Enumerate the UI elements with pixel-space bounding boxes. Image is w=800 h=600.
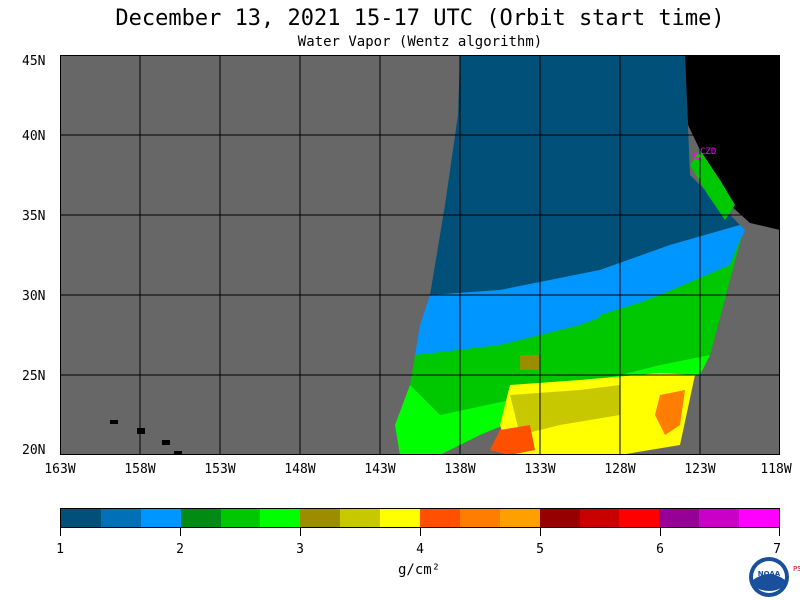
colorbar-swatch: [340, 509, 381, 527]
colorbar-swatch: [100, 509, 141, 527]
colorbar-swatch: [539, 509, 580, 527]
swath-light-green: [410, 235, 742, 415]
lat-label: 25N: [22, 369, 46, 384]
colorbar: [60, 508, 780, 528]
lon-label: 158W: [124, 462, 156, 477]
colorbar-swatch: [220, 509, 261, 527]
colorbar-swatch: [459, 509, 500, 527]
swath-green-band: [590, 280, 720, 350]
colorbar-label: 2: [176, 542, 184, 557]
colorbar-label: 3: [296, 542, 304, 557]
island: [110, 420, 118, 424]
island: [137, 428, 145, 434]
colorbar-swatch: [739, 509, 780, 527]
grid-lines: [60, 55, 780, 455]
swath-olive-2: [510, 385, 620, 435]
lat-label: 45N: [22, 54, 46, 69]
map-subtitle: Water Vapor (Wentz algorithm): [297, 34, 543, 50]
island: [174, 451, 182, 455]
colorbar-label: 6: [656, 542, 664, 557]
colorbar-swatch: [140, 509, 181, 527]
lon-label: 138W: [444, 462, 476, 477]
colorbar-swatch: [380, 509, 421, 527]
lon-label: 133W: [524, 462, 556, 477]
psl-logo-text: PSL: [793, 565, 800, 573]
colorbar-swatch: [659, 509, 700, 527]
lat-label: 35N: [22, 209, 46, 224]
colorbar-swatch: [180, 509, 221, 527]
colorbar-label: 5: [536, 542, 544, 557]
station-label: CZD: [700, 147, 717, 157]
coast-green: [690, 150, 735, 220]
lat-label: 30N: [22, 289, 46, 304]
colorbar-label: 1: [56, 542, 64, 557]
water-vapor-map: [60, 55, 780, 455]
lon-label: 153W: [204, 462, 236, 477]
colorbar-swatch: [499, 509, 540, 527]
lon-label: 123W: [684, 462, 716, 477]
colorbar-swatch: [699, 509, 740, 527]
swath-orange-2: [490, 425, 535, 455]
colorbar-swatch: [420, 509, 460, 527]
lon-label: 163W: [44, 462, 76, 477]
colorbar-swatch: [300, 509, 341, 527]
colorbar-unit: g/cm²: [398, 562, 441, 578]
lon-label: 128W: [604, 462, 636, 477]
lon-label: 148W: [284, 462, 316, 477]
colorbar-swatch: [619, 509, 660, 527]
swath-olive: [520, 355, 540, 370]
colorbar-swatch: [579, 509, 620, 527]
lat-label: 40N: [22, 129, 46, 144]
island: [162, 440, 170, 445]
station-marker: [693, 152, 701, 160]
swath-orange: [655, 390, 685, 435]
colorbar-label: 4: [416, 542, 424, 557]
colorbar-swatch: [260, 509, 301, 527]
colorbar-swatch: [61, 509, 101, 527]
swath-blue: [415, 225, 745, 360]
noaa-logo-icon: NOAA: [749, 557, 789, 597]
swath-dark-blue: [430, 55, 740, 295]
lat-label: 20N: [22, 443, 46, 458]
lon-label: 143W: [364, 462, 396, 477]
map-title: December 13, 2021 15-17 UTC (Orbit start…: [115, 6, 725, 31]
logo-text: NOAA: [758, 570, 781, 578]
land-mass: [685, 55, 780, 230]
colorbar-label: 7: [773, 542, 781, 557]
lon-label: 118W: [760, 462, 792, 477]
